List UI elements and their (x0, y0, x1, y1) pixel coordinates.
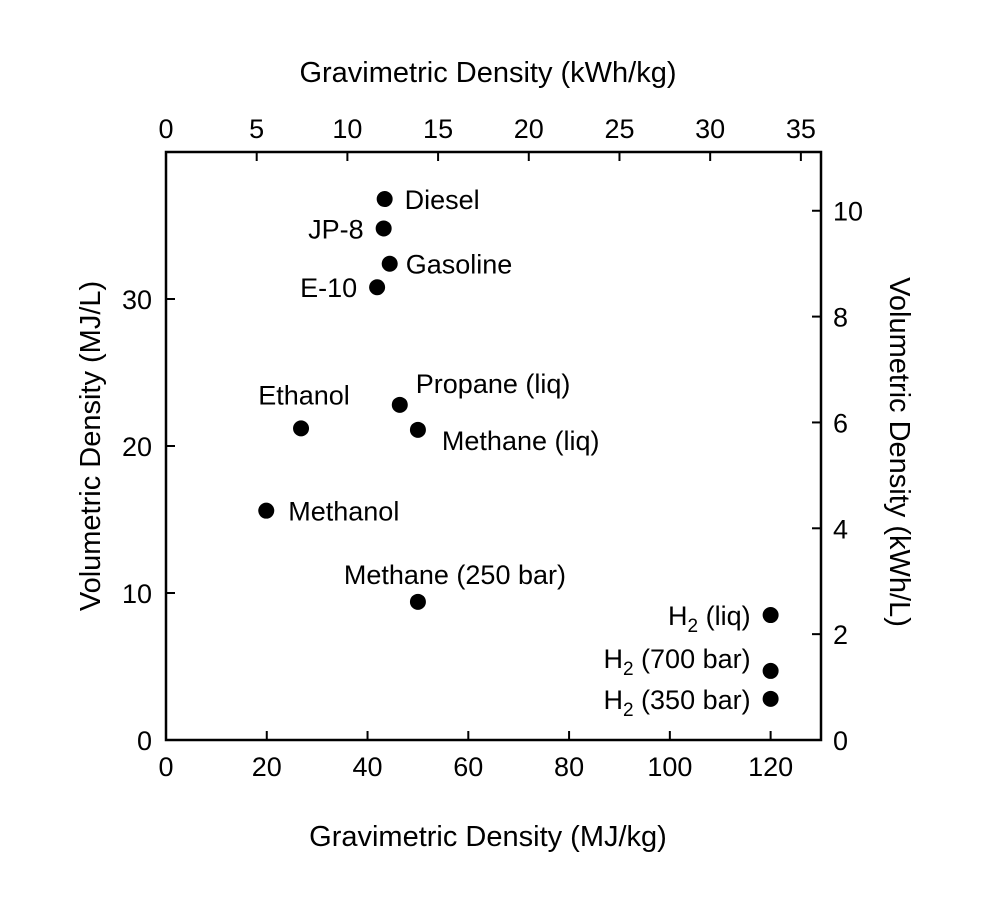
y2-tick-label: 0 (833, 726, 848, 756)
y2-tick-label: 10 (833, 197, 863, 227)
x2-tick-label: 35 (786, 114, 816, 144)
point-label-jp-8: JP-8 (308, 214, 364, 244)
x2-axis-title: Gravimetric Density (kWh/kg) (299, 57, 676, 89)
x2-tick-label: 5 (249, 114, 264, 144)
y2-tick-label: 8 (833, 303, 848, 333)
y-axis-title: Volumetric Density (MJ/L) (75, 281, 107, 611)
point-e-10 (369, 279, 386, 296)
x-tick-label: 0 (158, 752, 173, 782)
x2-tick-label: 30 (695, 114, 725, 144)
y2-tick-label: 6 (833, 408, 848, 438)
x-tick-label: 80 (554, 752, 584, 782)
point-methane-250-bar (409, 593, 426, 610)
x-axis-title: Gravimetric Density (MJ/kg) (309, 821, 667, 853)
point-propane-liq (391, 396, 408, 413)
point-label-diesel: Diesel (405, 185, 480, 215)
x2-tick-label: 0 (158, 114, 173, 144)
point-h2-700-bar (762, 662, 779, 679)
y-tick-label: 30 (122, 285, 152, 315)
x-tick-label: 120 (748, 752, 793, 782)
point-h2-350-bar (762, 690, 779, 707)
point-label-e-10: E-10 (300, 273, 357, 303)
x-tick-label: 60 (453, 752, 483, 782)
point-label-h2-liq: H2 (liq) (668, 601, 751, 637)
y2-axis-title: Volumetric Density (kWh/L) (883, 277, 915, 627)
point-gasoline (381, 255, 398, 272)
point-label-ethanol: Ethanol (258, 380, 350, 410)
y2-tick-label: 2 (833, 620, 848, 650)
point-label-gasoline: Gasoline (406, 250, 513, 280)
point-label-h2-700-bar: H2 (700 bar) (603, 644, 750, 680)
point-label-methane-liq: Methane (liq) (442, 426, 600, 456)
point-label-h2-350-bar: H2 (350 bar) (603, 685, 750, 721)
y-tick-label: 10 (122, 579, 152, 609)
y-tick-label: 0 (137, 726, 152, 756)
x2-tick-label: 10 (332, 114, 362, 144)
x-tick-label: 100 (647, 752, 692, 782)
point-label-propane-liq: Propane (liq) (416, 369, 571, 399)
point-methane-liq (409, 421, 426, 438)
point-ethanol (293, 420, 310, 437)
x2-tick-label: 15 (423, 114, 453, 144)
point-label-methane-250-bar: Methane (250 bar) (344, 560, 566, 590)
y2-tick-label: 4 (833, 514, 848, 544)
point-h2-liq (762, 607, 779, 624)
x2-tick-label: 20 (514, 114, 544, 144)
x2-tick-label: 25 (604, 114, 634, 144)
y-tick-label: 20 (122, 432, 152, 462)
point-jp-8 (375, 220, 392, 237)
x-tick-label: 20 (252, 752, 282, 782)
point-methanol (258, 502, 275, 519)
x-tick-label: 40 (353, 752, 383, 782)
point-label-methanol: Methanol (288, 497, 399, 527)
point-diesel (376, 191, 393, 208)
